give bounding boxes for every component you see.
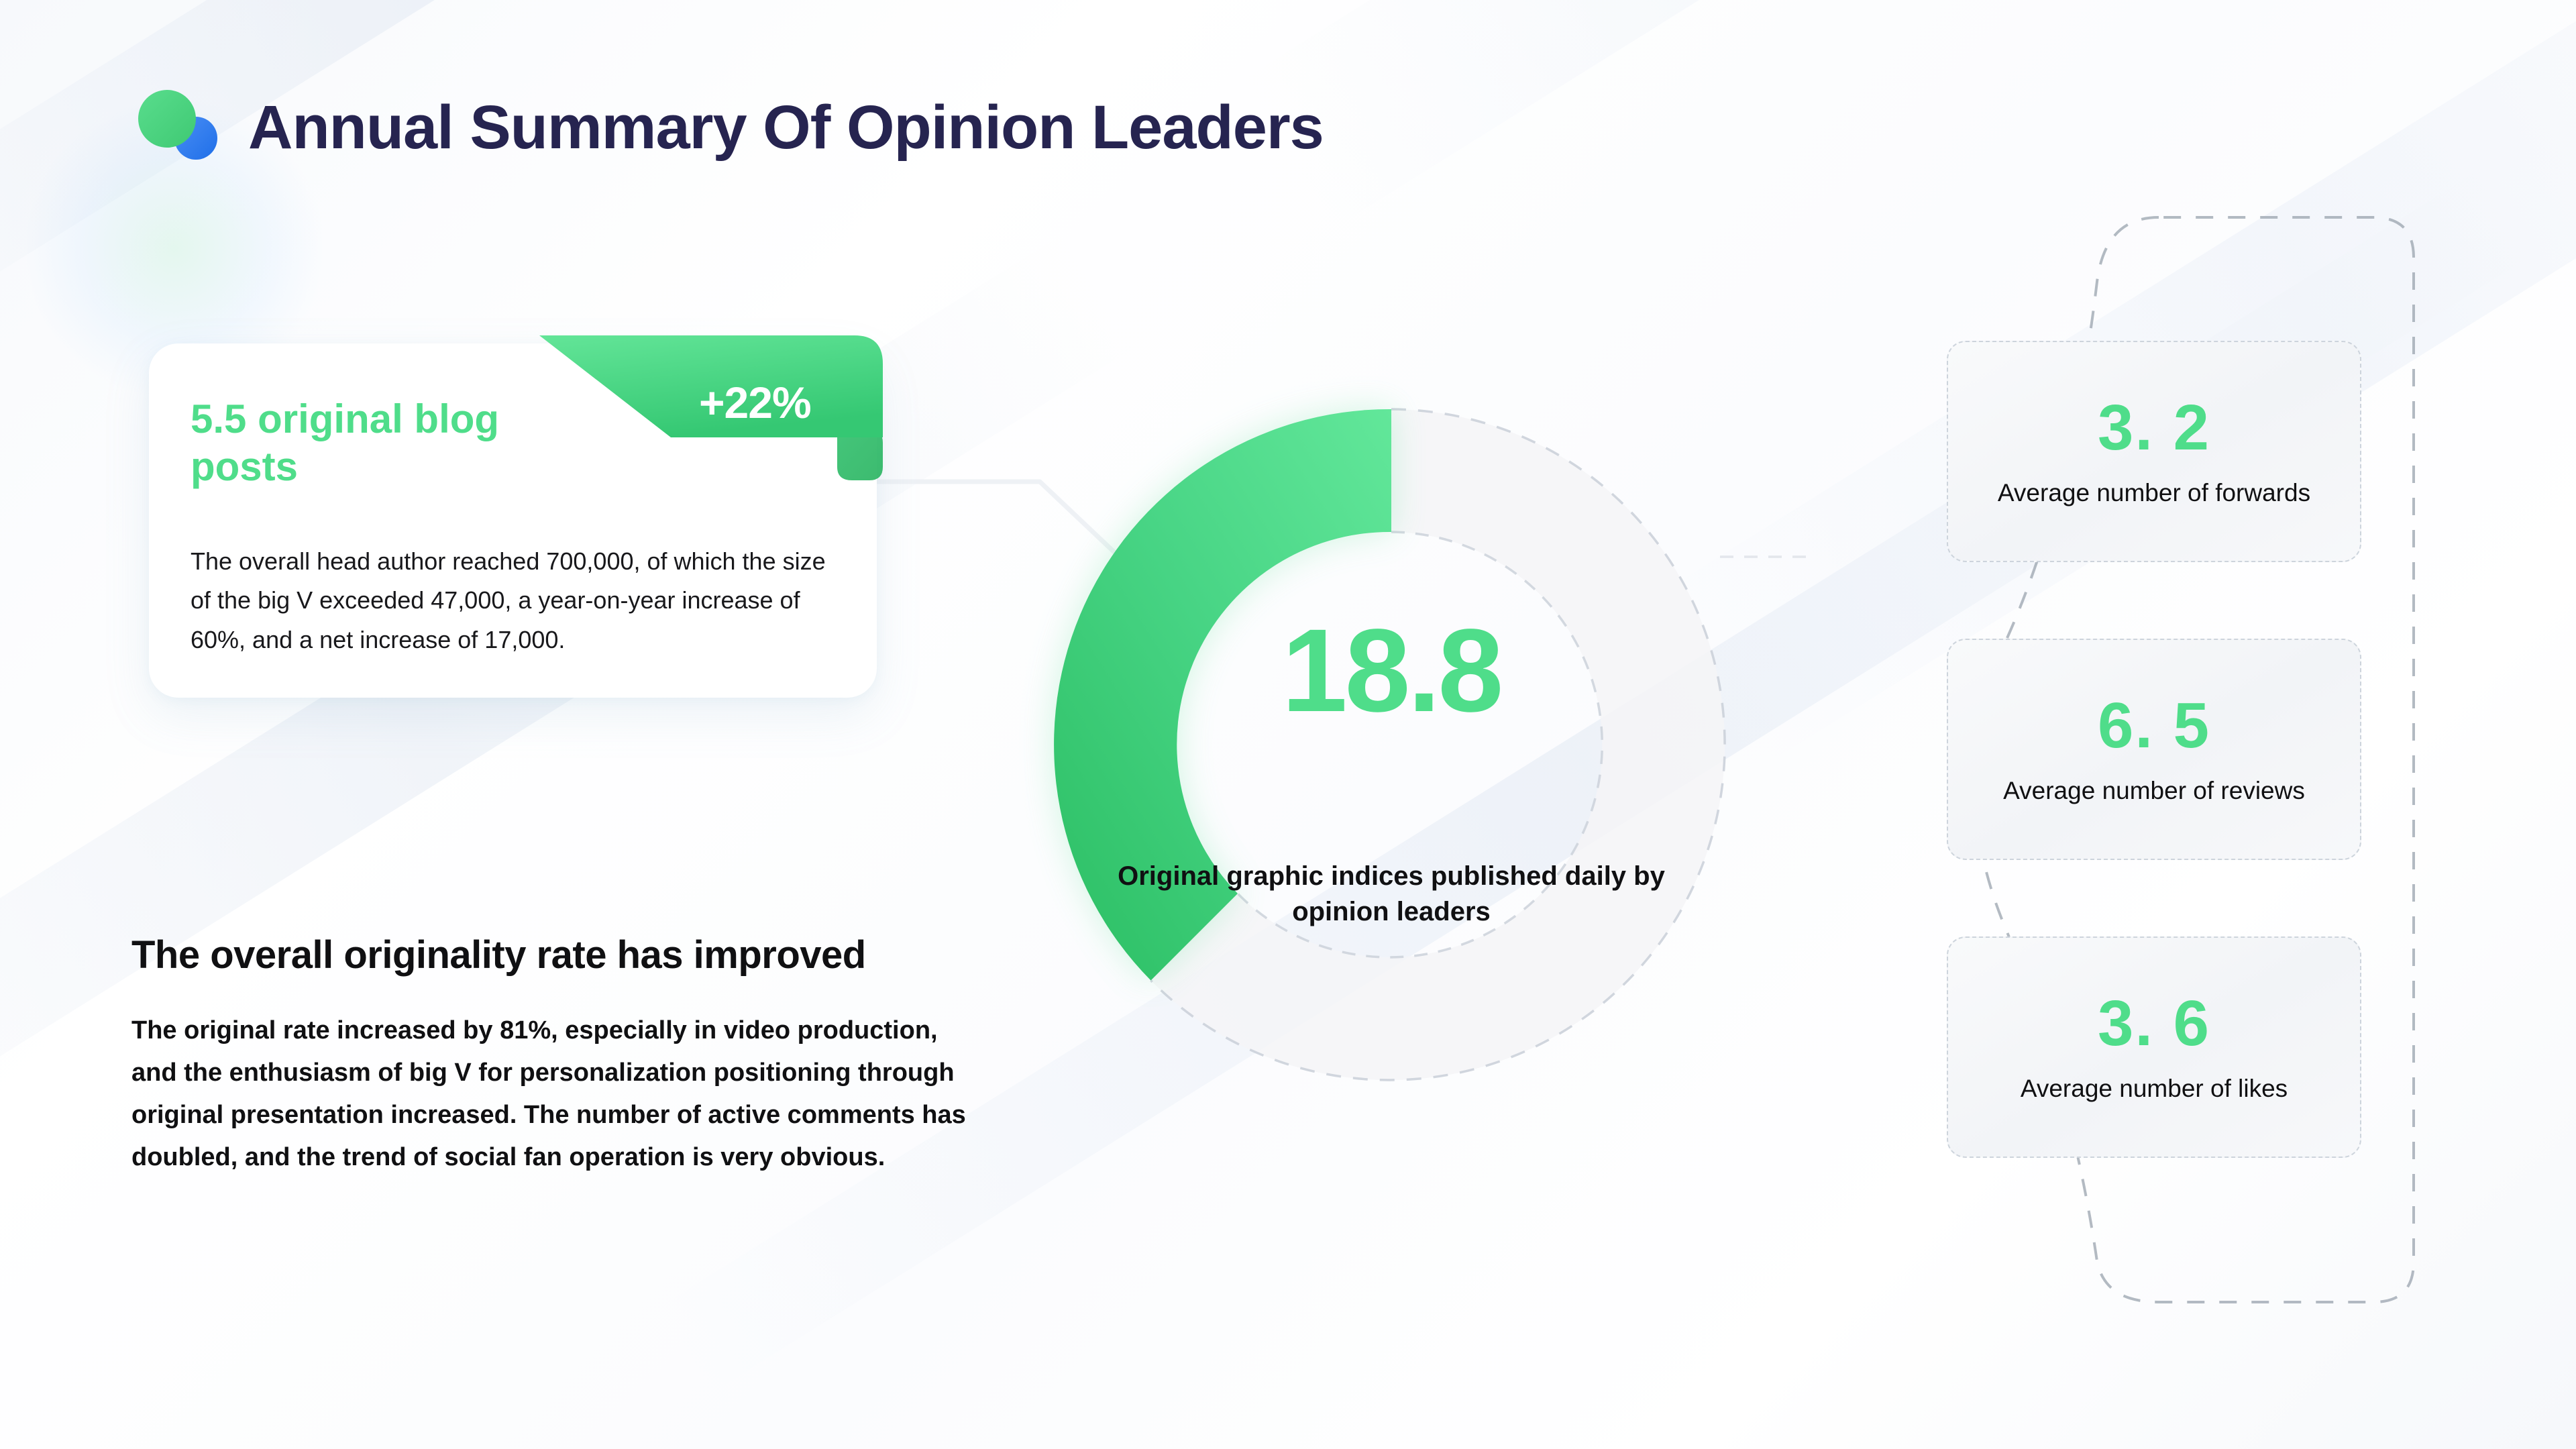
metric-card[interactable]: 3. 6 Average number of likes — [1947, 936, 2361, 1158]
donut-caption: Original graphic indices published daily… — [1118, 861, 1665, 927]
metric-label: Average number of likes — [2020, 1075, 2288, 1102]
growth-badge-label: +22% — [699, 378, 812, 427]
donut-chart: 18.8 Original graphic indices published … — [1002, 356, 1807, 1134]
page-title: Annual Summary Of Opinion Leaders — [248, 93, 1324, 162]
info-card-body: The overall head author reached 700,000,… — [191, 547, 826, 653]
metric-label: Average number of forwards — [1997, 479, 2311, 506]
metric-value: 3. 2 — [2097, 392, 2211, 464]
metric-label: Average number of reviews — [2003, 777, 2305, 804]
info-card: 5.5 original blog posts +22% The overall… — [149, 335, 883, 698]
metric-card[interactable]: 6. 5 Average number of reviews — [1947, 639, 2361, 860]
growth-badge-ribbon: +22% — [539, 335, 883, 491]
logo-green-circle-icon — [138, 90, 196, 148]
summary-text: The original rate increased by 81%, espe… — [131, 1016, 966, 1172]
page-header: Annual Summary Of Opinion Leaders — [138, 87, 1324, 168]
metric-card[interactable]: 3. 2 Average number of forwards — [1947, 341, 2361, 562]
metric-value: 3. 6 — [2097, 987, 2211, 1059]
donut-progress-arc — [1054, 409, 1391, 981]
metric-value: 6. 5 — [2097, 690, 2211, 761]
connector-card-to-donut — [872, 479, 1143, 580]
donut-value: 18.8 — [1281, 605, 1504, 737]
summary-title: The overall originality rate has improve… — [131, 933, 866, 977]
brand-logo-icon — [138, 87, 219, 168]
summary-block: The overall originality rate has improve… — [131, 932, 990, 1179]
info-card-heading: 5.5 original blog posts — [191, 396, 500, 489]
donut-track — [1150, 409, 1725, 1080]
